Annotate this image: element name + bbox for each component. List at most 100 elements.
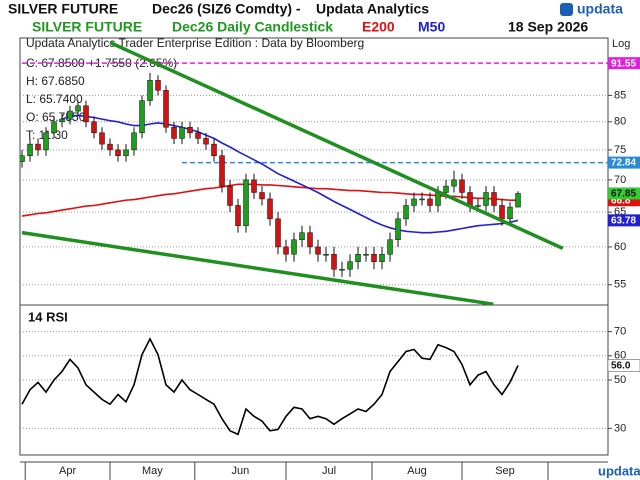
candle-body [115, 149, 121, 156]
candle-body [51, 121, 57, 134]
candle-body [75, 105, 81, 112]
level-tag: 72.84 [611, 158, 636, 169]
candle-body [387, 239, 393, 255]
header-contract: Dec26 (SIZ6 Comdty) - [152, 1, 301, 17]
candle-body [491, 192, 497, 206]
candle-body [35, 143, 41, 151]
candle-body [443, 185, 449, 193]
candle-body [515, 193, 521, 208]
candle-body [307, 232, 313, 248]
candle-body [27, 143, 33, 156]
candle-body [179, 127, 185, 139]
y-tick-label: 55 [614, 279, 626, 291]
x-tick-label: May [142, 465, 163, 477]
candle-body [195, 132, 201, 139]
price-plot: Updata Analytics Trader Enterprise Editi… [20, 36, 608, 305]
candle-body [499, 205, 505, 220]
candle-body [339, 268, 345, 271]
info-line: Updata Analytics Trader Enterprise Editi… [26, 36, 364, 50]
candle-body [99, 132, 105, 145]
y-tick-label: 70 [614, 174, 626, 186]
candle-body [139, 100, 145, 134]
candle-body [411, 198, 417, 206]
candle-body [107, 143, 113, 151]
candle-body [67, 110, 73, 120]
info-line: L: 65.7400 [26, 92, 83, 106]
logo-icon [560, 3, 573, 16]
candle-body [419, 198, 425, 201]
candle-body [147, 80, 153, 101]
candle-body [171, 127, 177, 139]
trendline [109, 40, 564, 250]
y-tick-label: 50 [614, 374, 626, 386]
candle-body [251, 179, 257, 193]
candle-body [315, 246, 321, 255]
candle-body [131, 132, 137, 151]
rsi-line [21, 337, 519, 436]
candle-body [227, 185, 233, 206]
footer-logo: updata [598, 463, 640, 478]
candle-body [155, 80, 161, 91]
y-tick-label: 75 [614, 144, 626, 156]
moving-average [61, 114, 519, 234]
logo: updata [577, 1, 623, 17]
candle-body [203, 138, 209, 145]
x-tick-label: Jul [322, 465, 336, 477]
legend-entry: M50 [418, 19, 445, 35]
candle-body [483, 192, 489, 206]
series-tag: 66.8 [611, 195, 631, 206]
candle-body [371, 253, 377, 262]
series-tag-bg [608, 214, 640, 227]
close-tag: 67.85 [611, 189, 636, 200]
legend-subtitle: Dec26 Daily Candlestick [172, 19, 333, 35]
candle-body [275, 218, 281, 248]
candle-body [283, 246, 289, 255]
trendline [21, 230, 494, 305]
candle-body [235, 205, 241, 226]
candle-body [475, 205, 481, 207]
candle-body [331, 253, 337, 270]
info-line: C: 67.8500 +1.7550 (2.65%) [26, 56, 177, 70]
candle-body [43, 132, 49, 151]
level-tag: 91.55 [611, 58, 636, 69]
rsi-plot [20, 331, 608, 436]
x-tick-label: Aug [407, 465, 427, 477]
header-title: SILVER FUTURE [8, 1, 118, 17]
level-tag-bg [608, 57, 640, 70]
y-tick-label: 70 [614, 326, 626, 338]
candle-body [451, 179, 457, 187]
candle-body [403, 205, 409, 220]
x-tick-label: Jun [232, 465, 250, 477]
candle-body [355, 253, 361, 262]
candle-body [91, 121, 97, 134]
y-tick-label: 85 [614, 89, 626, 101]
candle-body [379, 253, 385, 262]
y-tick-label: 30 [614, 422, 626, 434]
candle-body [20, 155, 25, 162]
candle-body [243, 179, 249, 226]
header-vendor: Updata Analytics [316, 1, 429, 17]
candle-body [267, 198, 273, 220]
candle-body [211, 143, 217, 156]
candle-body [259, 192, 265, 200]
close-tag-bg [608, 187, 640, 200]
candle-body [435, 192, 441, 206]
y-tick-label: 60 [614, 350, 626, 362]
candle-body [395, 218, 401, 240]
rsi-title: 14 RSI [28, 309, 68, 324]
candle-body [187, 127, 193, 134]
info-line: H: 67.6850 [26, 74, 85, 88]
candle-body [459, 179, 465, 193]
candle-body [83, 105, 89, 123]
candle-body [59, 118, 65, 123]
candle-body [299, 232, 305, 240]
legend-title: SILVER FUTURE [32, 19, 142, 35]
scale-label: Log [612, 38, 630, 50]
candle-body [219, 155, 225, 187]
x-tick-label: Apr [59, 465, 76, 477]
chart-date: 18 Sep 2026 [508, 19, 588, 35]
rsi-tag-bg [607, 359, 640, 372]
candle-body [323, 253, 329, 256]
y-tick-label: 60 [614, 241, 626, 253]
